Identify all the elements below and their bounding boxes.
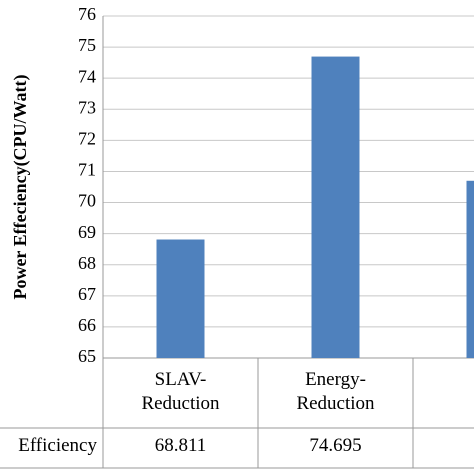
y-tick-label: 68: [78, 253, 96, 273]
bar: [311, 56, 360, 358]
y-tick-label: 65: [78, 346, 96, 366]
y-tick-label: 76: [78, 4, 96, 24]
y-tick-label: 70: [78, 191, 96, 211]
x-tick-label: Energy- Reduction: [296, 369, 375, 414]
y-tick-label: 66: [78, 315, 96, 335]
table-value: 74.695: [309, 435, 362, 456]
table-value: 68.811: [154, 435, 207, 456]
y-axis-label: Power Effeciency(CPU/Watt): [10, 74, 31, 299]
y-tick-label: 69: [78, 222, 96, 242]
y-tick-label: 74: [78, 66, 96, 86]
bar: [466, 180, 474, 358]
x-tick-label: SLAV- Reduction: [141, 369, 220, 414]
series-label: Efficiency: [18, 435, 97, 456]
y-tick-label: 72: [78, 128, 96, 148]
y-tick-label: 71: [78, 160, 96, 180]
y-tick-label: 73: [78, 97, 96, 117]
table-value: 70.7: [421, 434, 474, 458]
bar: [156, 239, 205, 358]
y-tick-label: 75: [78, 35, 96, 55]
y-tick-label: 67: [78, 284, 96, 304]
